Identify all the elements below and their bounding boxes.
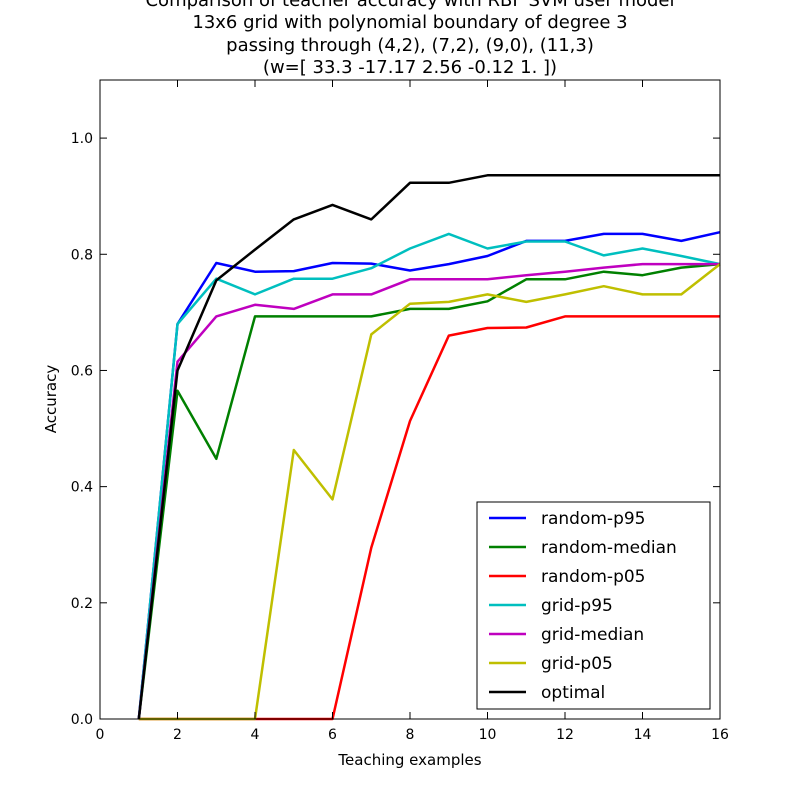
y-tick-label: 0.6 <box>71 363 93 379</box>
y-tick-label: 0.8 <box>71 247 93 263</box>
title-line-3: passing through (4,2), (7,2), (9,0), (11… <box>226 35 594 56</box>
x-tick-label: 8 <box>406 727 415 743</box>
series-line-random-median <box>137 262 721 720</box>
y-tick-label: 0.2 <box>71 596 93 612</box>
title-line-4: (w=[ 33.3 -17.17 2.56 -0.12 1. ]) <box>263 57 557 78</box>
series-line-random-p95 <box>137 230 721 720</box>
x-axis-label: Teaching examples <box>337 751 481 769</box>
legend-label-random-p05: random-p05 <box>541 567 646 587</box>
series-line-grid-median <box>137 262 720 720</box>
legend-label-optimal: optimal <box>541 683 605 703</box>
y-tick-label: 0.4 <box>71 480 93 496</box>
title-line-1: Comparison of teacher accuracy with RBF … <box>145 0 674 11</box>
y-tick-label: 0.0 <box>71 712 93 728</box>
legend: random-p95 random-median random-p05 grid-p9… <box>476 501 711 710</box>
title-line-2: 13x6 grid with polynomial boundary of de… <box>192 12 627 33</box>
legend-label-grid-p05: grid-p05 <box>541 654 613 674</box>
x-tick-label: 2 <box>173 727 182 743</box>
x-tick-label: 12 <box>556 727 574 743</box>
x-tick-label: 0 <box>96 727 105 743</box>
legend-label-random-p95: random-p95 <box>541 509 646 529</box>
legend-label-random-median: random-median <box>541 538 677 558</box>
x-tick-label: 16 <box>711 727 729 743</box>
y-tick-label: 1.0 <box>71 131 93 147</box>
x-axis-ticks: 0 2 4 6 8 10 12 14 16 <box>96 80 729 743</box>
x-tick-label: 6 <box>328 727 337 743</box>
y-axis-ticks: 0.0 0.2 0.4 0.6 0.8 1.0 <box>71 131 720 728</box>
series-line-optimal <box>137 174 720 720</box>
chart-title: Comparison of teacher accuracy with RBF … <box>145 0 674 78</box>
series-line-grid-p95 <box>137 232 721 720</box>
y-axis-label: Accuracy <box>42 365 60 434</box>
x-tick-label: 4 <box>251 727 260 743</box>
legend-label-grid-p95: grid-p95 <box>541 596 613 616</box>
x-tick-label: 10 <box>479 727 497 743</box>
legend-label-grid-median: grid-median <box>541 625 644 645</box>
x-tick-label: 14 <box>634 727 652 743</box>
